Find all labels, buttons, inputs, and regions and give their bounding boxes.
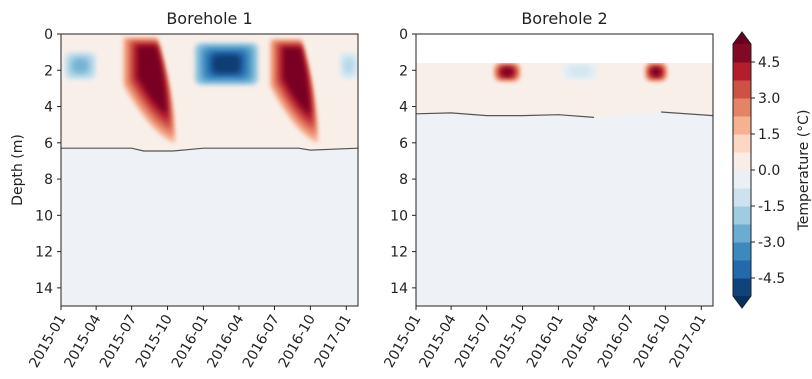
isotherm-line: [61, 147, 358, 152]
colorbar-extend-max: [733, 32, 751, 44]
y-ticks-2: 0 2 4 6 8 10 12 14: [390, 27, 416, 297]
colorbar-tick-label: -4.5: [758, 271, 785, 287]
y-tick-label: 10: [35, 208, 53, 224]
colorbar-segment: [733, 152, 751, 171]
heatmap-field-2: [416, 34, 713, 118]
y-tick-label: 8: [399, 172, 408, 188]
cold-anomaly: [64, 52, 97, 80]
y-tick-label: 10: [390, 208, 408, 224]
heatmap-field-1: [61, 34, 358, 151]
colorbar-segment: [733, 278, 751, 297]
warm-anomaly: [494, 63, 521, 82]
colorbar-segment: [733, 224, 751, 243]
warm-anomaly: [270, 39, 318, 143]
plot-frame-1: [60, 33, 359, 307]
y-tick-label: 6: [399, 136, 408, 152]
y-tick-label: 0: [399, 27, 408, 43]
cold-anomaly: [339, 52, 358, 80]
panel-borehole-1: Borehole 1 Depth (m) 0 2 4 6 8 10 12 14 2015-01…: [10, 9, 359, 371]
warm-layer: [416, 63, 713, 118]
colorbar-gradient: [732, 31, 752, 309]
y-tick-label: 2: [399, 63, 408, 79]
y-tick-label: 14: [390, 281, 408, 297]
colorbar-tick-label: 1.5: [758, 127, 780, 143]
colorbar-segment: [733, 188, 751, 207]
colorbar-ticks: 4.5 3.0 1.5 0.0 -1.5 -3.0 -4.5: [751, 55, 785, 287]
colorbar-label: Temperature (°C): [796, 110, 812, 232]
no-data-band: [416, 34, 713, 64]
y-tick-label: 6: [44, 136, 53, 152]
colorbar-outline: [732, 31, 752, 309]
y-tick-label: 14: [35, 281, 53, 297]
colorbar-tick-label: 0.0: [758, 163, 780, 179]
y-tick-label: 4: [44, 100, 53, 116]
cold-anomaly: [561, 63, 598, 80]
y-tick-label: 12: [390, 245, 408, 261]
colorbar-tick-label: 4.5: [758, 55, 780, 71]
colorbar-segment: [733, 116, 751, 135]
x-ticks-2: 2015-012015-042015-072015-102016-012016-…: [381, 306, 710, 371]
x-ticks-1: 2015-012015-042015-072015-102016-012016-…: [26, 306, 355, 371]
y-axis-label: Depth (m): [10, 134, 26, 206]
warm-anomaly: [123, 37, 175, 143]
colorbar-segment: [733, 98, 751, 117]
colorbar-tick-label: 3.0: [758, 91, 780, 107]
colorbar-segment: [733, 62, 751, 81]
panel-title-1: Borehole 1: [166, 9, 252, 28]
y-tick-label: 2: [44, 63, 53, 79]
warm-anomaly: [645, 63, 667, 82]
colorbar-segment: [733, 242, 751, 261]
y-tick-label: 8: [44, 172, 53, 188]
y-tick-label: 12: [35, 245, 53, 261]
y-ticks-1: 0 2 4 6 8 10 12 14: [35, 27, 61, 297]
colorbar-segment: [733, 170, 751, 189]
colorbar-segment: [733, 44, 751, 63]
colorbar: 4.5 3.0 1.5 0.0 -1.5 -3.0 -4.5 Temperature (°C…: [732, 31, 812, 309]
plot-frame-2: [415, 33, 714, 307]
colorbar-segment: [733, 134, 751, 153]
zero-isotherm-2: [416, 111, 713, 118]
isotherm-line: [416, 112, 595, 118]
colorbar-tick-label: -3.0: [758, 235, 785, 251]
colorbar-segment: [733, 260, 751, 279]
panel-title-2: Borehole 2: [521, 9, 607, 28]
colorbar-extend-min: [733, 296, 751, 308]
y-tick-label: 0: [44, 27, 53, 43]
cold-anomaly: [194, 43, 259, 85]
colorbar-segment: [733, 206, 751, 225]
y-tick-label: 4: [399, 100, 408, 116]
panel-borehole-2: Borehole 2 0 2 4 6 8 10 12 14 2015-012015-04201…: [381, 9, 714, 371]
zero-isotherm-1: [61, 147, 358, 152]
colorbar-segment: [733, 80, 751, 99]
colorbar-tick-label: -1.5: [758, 199, 785, 215]
isotherm-line: [661, 111, 713, 117]
